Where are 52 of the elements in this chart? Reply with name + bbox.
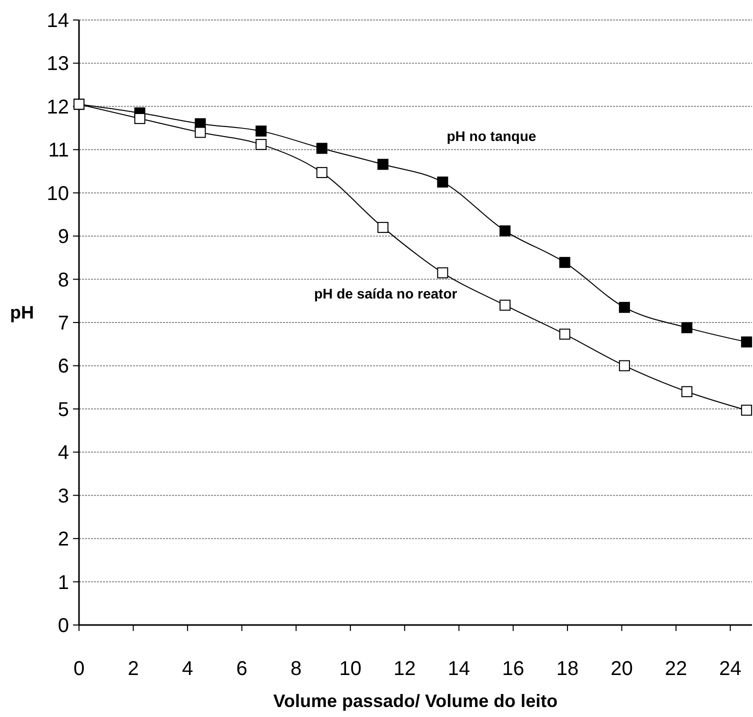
point — [377, 222, 388, 233]
y-tick-label: 1 — [58, 572, 69, 594]
y-tick-label: 11 — [48, 140, 69, 162]
point — [194, 126, 206, 138]
point — [741, 336, 752, 348]
y-tick-label: 14 — [46, 10, 69, 32]
y-tick-label: 0 — [58, 615, 69, 637]
x-axis-title: Volume passado/ Volume do leito — [273, 691, 558, 711]
y-tick-label: 7 — [58, 312, 69, 334]
y-tick-label: 2 — [58, 528, 69, 551]
x-tick-label: 20 — [610, 658, 633, 680]
x-tick-label: 16 — [502, 658, 524, 680]
point — [256, 138, 267, 150]
point — [437, 267, 448, 278]
x-tick-label: 2 — [128, 658, 139, 680]
point — [559, 328, 570, 340]
point — [500, 225, 511, 236]
y-tick-label: 3 — [58, 485, 69, 508]
point — [256, 126, 267, 137]
y-tick-label: 12 — [46, 96, 69, 118]
x-tick-label: 24 — [719, 658, 742, 680]
y-tick-label: 8 — [58, 269, 69, 292]
y-tick-label: 9 — [58, 226, 69, 248]
point — [134, 113, 146, 124]
y-tick-label: 13 — [46, 53, 69, 76]
point — [437, 176, 448, 188]
point — [316, 167, 328, 178]
x-tick-label: 8 — [290, 658, 302, 680]
y-tick-label: 6 — [58, 356, 69, 378]
point — [559, 256, 570, 268]
x-tick-label: 6 — [236, 658, 248, 680]
series-label: pH de saída no reator — [314, 286, 458, 302]
y-tick-label: 5 — [58, 398, 69, 421]
x-tick-label: 12 — [394, 658, 416, 680]
point — [618, 302, 630, 313]
x-tick-label: 4 — [182, 658, 194, 680]
x-tick-label: 10 — [339, 658, 362, 680]
point — [316, 142, 328, 154]
y-tick-label: 10 — [46, 182, 69, 205]
point — [500, 300, 511, 311]
point — [681, 386, 692, 398]
point — [618, 360, 630, 372]
y-tick-label: 4 — [58, 442, 69, 464]
y-axis-title: pH — [10, 302, 34, 322]
x-tick-label: 14 — [448, 658, 470, 680]
x-tick-label: 18 — [556, 658, 579, 680]
x-tick-label: 0 — [73, 658, 85, 680]
point — [741, 404, 752, 416]
point — [377, 158, 388, 170]
text: pH no tanque — [446, 128, 536, 144]
x-tick-label: 22 — [664, 658, 688, 680]
point — [681, 322, 692, 334]
